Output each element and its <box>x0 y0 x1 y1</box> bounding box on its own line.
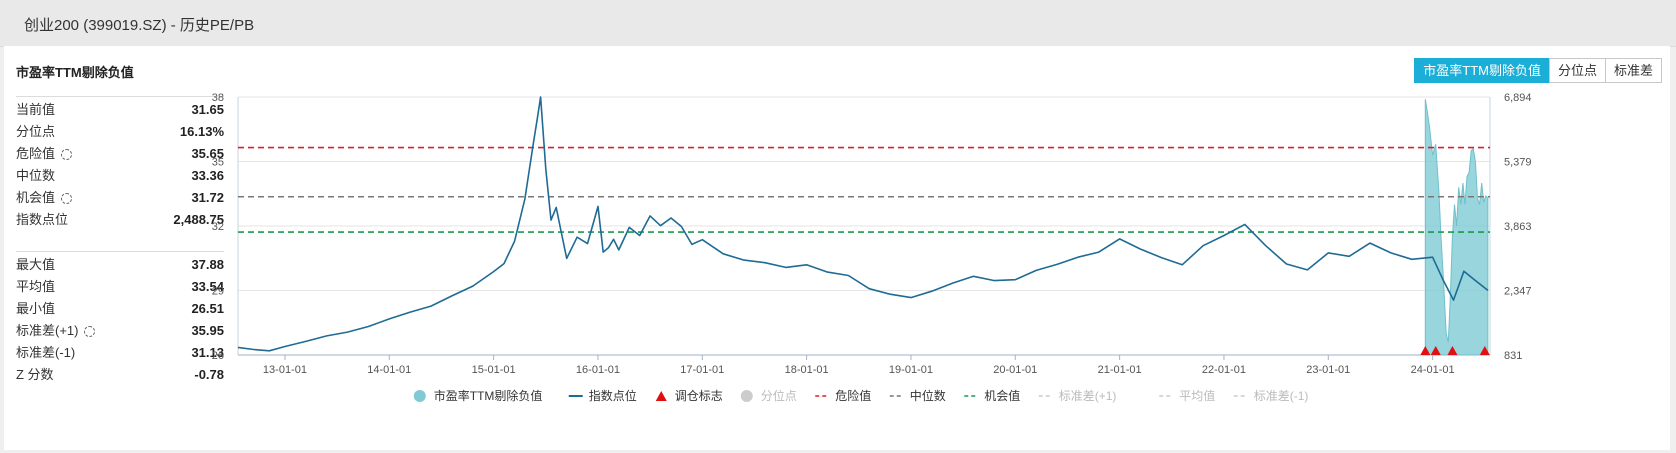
y-left-tick-label: 35 <box>212 157 224 169</box>
legend-label[interactable]: 标准差(+1) <box>1059 389 1117 403</box>
stat-row: 分位点 16.13% <box>16 121 224 143</box>
x-tick-label: 22-01-01 <box>1202 364 1246 376</box>
legend-label[interactable]: 标准差(-1) <box>1254 389 1309 403</box>
y-left-tick-label: 29 <box>212 286 224 298</box>
stat-row: 平均值 33.54 <box>16 276 224 298</box>
stat-label: 当前值 <box>16 102 56 117</box>
pe-chart[interactable]: 26 29 32 35 38 831 2,347 3,863 5,379 6,894 13-01-0… <box>4 46 1670 450</box>
y-right-tick-label: 3,863 <box>1504 221 1532 233</box>
stat-row: 当前值 31.65 <box>16 99 224 121</box>
stat-row: 标准差(-1) 31.13 <box>16 342 224 364</box>
stat-value: 37.88 <box>191 257 224 272</box>
stat-value: 2,488.75 <box>173 212 224 227</box>
x-tick-label: 23-01-01 <box>1306 364 1350 376</box>
x-tick-label: 21-01-01 <box>1098 364 1142 376</box>
stat-row: 机会值 31.72 <box>16 187 224 209</box>
stats-current: 当前值 31.65 分位点 16.13% 危险值 35.65 中位数 33.36 机会值… <box>16 96 224 231</box>
stat-label: 分位点 <box>16 124 56 139</box>
rebalance-marker <box>1447 346 1458 355</box>
tab-stddev[interactable]: 标准差 <box>1604 58 1662 83</box>
legend-symbol <box>413 390 426 402</box>
stats-history: 最大值 37.88 平均值 33.54 最小值 26.51 标准差(+1) 35.95 … <box>16 251 224 386</box>
stat-label: 平均值 <box>16 279 56 294</box>
legend-label[interactable]: 分位点 <box>761 388 797 403</box>
rebalance-marker <box>1430 346 1441 355</box>
stat-value: 33.54 <box>191 279 224 294</box>
legend-label[interactable]: 机会值 <box>984 388 1020 403</box>
chart-panel: 市盈率TTM剔除负值 市盈率TTM剔除负值 分位点 标准差 当前值 31.65 分… <box>4 46 1670 450</box>
stat-row: 中位数 33.36 <box>16 165 224 187</box>
stat-label: Z 分数 <box>16 367 54 382</box>
x-tick-label: 14-01-01 <box>367 364 411 376</box>
pe-area-series <box>1424 99 1489 356</box>
stat-label: 最小值 <box>16 301 56 316</box>
y-right-tick-label: 2,347 <box>1504 285 1532 297</box>
page-title: 创业200 (399019.SZ) - 历史PE/PB <box>24 17 255 34</box>
stat-label: 危险值 <box>16 143 73 165</box>
y-left-tick-label: 26 <box>212 350 224 362</box>
rebalance-marker <box>1479 346 1490 355</box>
stat-label: 最大值 <box>16 257 56 272</box>
stat-label: 指数点位 <box>16 212 69 227</box>
stats-sidebar: 当前值 31.65 分位点 16.13% 危险值 35.65 中位数 33.36 机会值… <box>16 96 224 386</box>
legend-symbol <box>655 391 667 401</box>
panel-title: 市盈率TTM剔除负值 <box>16 65 134 80</box>
stat-value: 35.95 <box>191 323 224 338</box>
index-line-series <box>237 96 1489 352</box>
legend-label[interactable]: 市盈率TTM剔除负值 <box>434 388 543 403</box>
stat-value: 31.65 <box>191 102 224 117</box>
x-tick-label: 18-01-01 <box>785 364 829 376</box>
gear-icon[interactable] <box>61 192 73 204</box>
x-tick-label: 13-01-01 <box>263 364 307 376</box>
stat-value: 35.65 <box>191 146 224 161</box>
legend-label[interactable]: 中位数 <box>910 388 946 403</box>
gear-icon[interactable] <box>84 325 96 337</box>
x-tick-label: 19-01-01 <box>889 364 933 376</box>
stat-value: -0.78 <box>194 367 224 382</box>
stat-label: 机会值 <box>16 187 73 209</box>
stat-label: 标准差(+1) <box>16 320 96 342</box>
legend-label[interactable]: 平均值 <box>1179 388 1215 403</box>
stat-label: 中位数 <box>16 168 56 183</box>
y-right-tick-label: 6,894 <box>1504 92 1532 104</box>
stat-value: 31.72 <box>191 190 224 205</box>
gear-icon[interactable] <box>61 148 73 160</box>
x-tick-label: 24-01-01 <box>1411 364 1455 376</box>
stat-label: 标准差(-1) <box>16 345 76 360</box>
y-left-tick-label: 38 <box>212 92 224 104</box>
top-bar: 创业200 (399019.SZ) - 历史PE/PB <box>0 0 1676 47</box>
stat-row: 最大值 37.88 <box>16 254 224 276</box>
stat-row: 指数点位 2,488.75 <box>16 209 224 231</box>
y-left-tick-label: 32 <box>212 221 224 233</box>
x-tick-label: 20-01-01 <box>993 364 1037 376</box>
x-tick-label: 16-01-01 <box>576 364 620 376</box>
metric-tabs: 市盈率TTM剔除负值 分位点 标准差 <box>1414 58 1662 83</box>
stat-row: 最小值 26.51 <box>16 298 224 320</box>
stat-value: 33.36 <box>191 168 224 183</box>
stat-row: 标准差(+1) 35.95 <box>16 320 224 342</box>
stat-value: 26.51 <box>191 301 224 316</box>
x-tick-label: 15-01-01 <box>472 364 516 376</box>
y-right-tick-label: 5,379 <box>1504 156 1532 168</box>
stat-row: 危险值 35.65 <box>16 143 224 165</box>
y-right-tick-label: 831 <box>1504 350 1522 362</box>
stat-value: 16.13% <box>179 124 224 139</box>
x-tick-label: 17-01-01 <box>680 364 724 376</box>
legend-label[interactable]: 危险值 <box>835 388 871 403</box>
stat-row: Z 分数 -0.78 <box>16 364 224 386</box>
rebalance-marker <box>1420 346 1431 355</box>
legend-symbol <box>740 390 753 402</box>
stat-value: 31.13 <box>191 345 224 360</box>
legend-label[interactable]: 调仓标志 <box>675 389 723 403</box>
legend-label[interactable]: 指数点位 <box>589 388 637 403</box>
